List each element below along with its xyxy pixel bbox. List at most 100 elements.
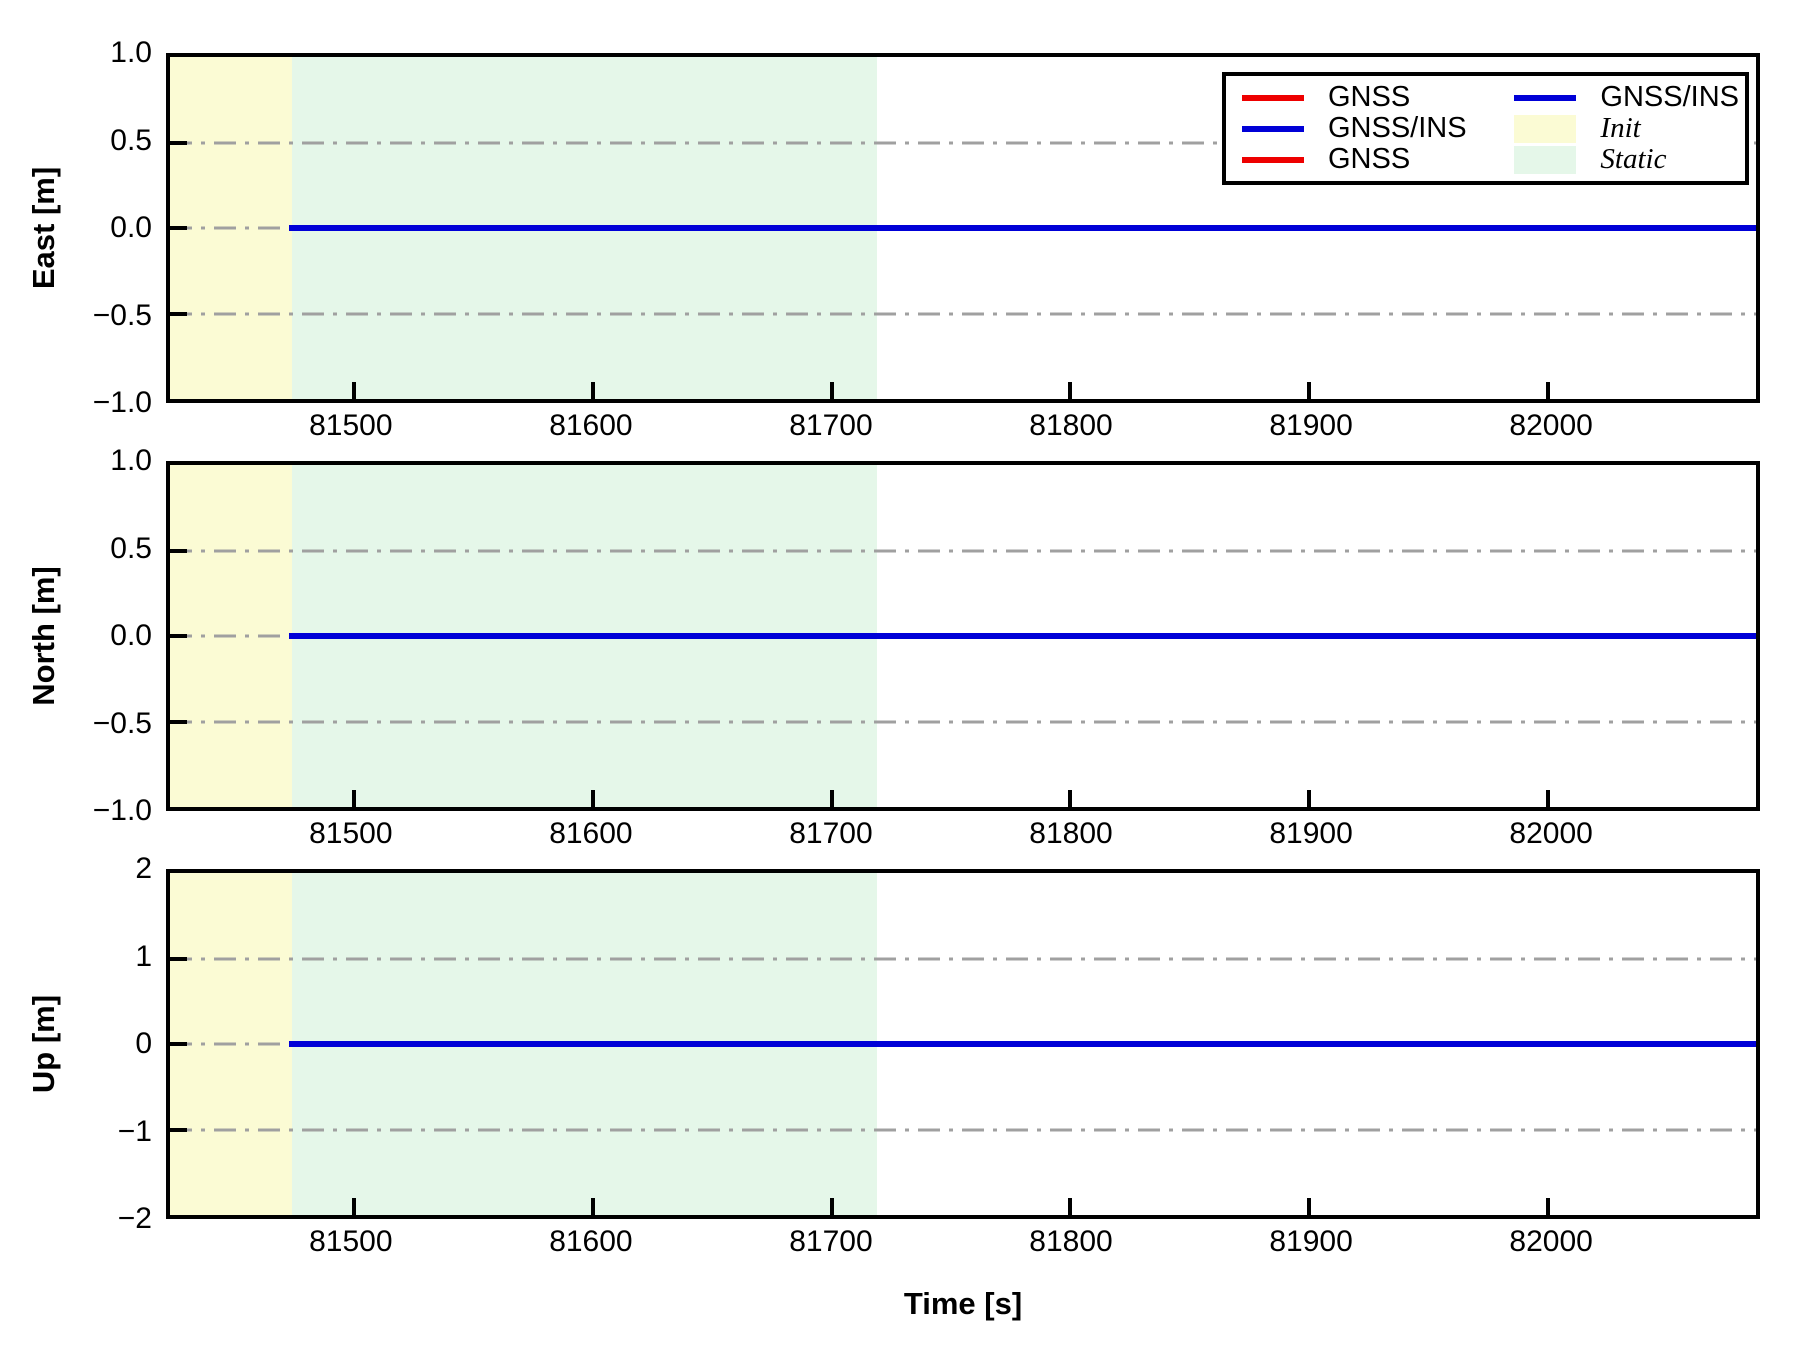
subplot-up: Up [m] 2 1 0 −1 −2 81500 81600 81700 81800 81900… <box>26 854 1760 1257</box>
legend: GNSS GNSS/INS GNSS GNSS/INS <box>1222 72 1749 185</box>
legend-label: GNSS <box>1328 143 1411 175</box>
y-tick-label: 0.5 <box>110 123 152 157</box>
x-tick-label: 81800 <box>1029 817 1113 850</box>
data-line-gnss-ins <box>289 633 1756 639</box>
gridline <box>170 1128 1756 1131</box>
legend-line-swatch <box>1242 156 1304 163</box>
x-tick-mark <box>590 1198 595 1215</box>
data-line-gnss-ins <box>289 1041 1756 1047</box>
y-tick-label: 2 <box>135 852 152 885</box>
x-tick-mark <box>829 1198 834 1215</box>
x-tick-mark <box>1068 790 1073 807</box>
x-tick-mark <box>1546 382 1551 399</box>
legend-label: Init <box>1600 112 1641 144</box>
x-axis-label: Time [s] <box>903 1286 1023 1321</box>
y-tick-label: −2 <box>117 1202 152 1235</box>
x-tick-label: 81900 <box>1269 409 1353 442</box>
y-tick-label: −0.5 <box>92 298 152 332</box>
legend-entry-gnss: GNSS <box>1242 144 1514 175</box>
legend-entry-static: Static <box>1514 144 1739 175</box>
y-tick-mark <box>170 1127 187 1132</box>
legend-entry-gnss-ins: GNSS/INS <box>1514 82 1739 113</box>
y-tick-mark <box>170 1042 187 1046</box>
gridline <box>170 141 1756 144</box>
x-tick-label: 81800 <box>1029 409 1113 442</box>
x-tick-mark <box>1546 790 1551 807</box>
x-tick-mark <box>1307 382 1312 399</box>
y-tick-labels: 1.0 0.5 0.0 −0.5 −1.0 <box>46 446 166 826</box>
y-tick-label: −0.5 <box>92 706 152 740</box>
y-tick-mark <box>170 956 187 961</box>
y-tick-label: −1.0 <box>92 794 152 827</box>
x-tick-label: 81700 <box>789 817 873 850</box>
x-tick-mark <box>1307 790 1312 807</box>
gridline <box>170 957 1756 960</box>
legend-entry-gnss-ins: GNSS/INS <box>1242 113 1514 144</box>
y-tick-label: 0.0 <box>110 211 152 244</box>
legend-patch-swatch <box>1514 114 1577 143</box>
x-tick-label: 81600 <box>549 409 633 442</box>
legend-patch-swatch <box>1514 145 1577 174</box>
x-tick-mark <box>1068 1198 1073 1215</box>
x-tick-mark <box>1307 1198 1312 1215</box>
x-tick-labels: 81500 81600 81700 81800 81900 82000 <box>166 403 1760 447</box>
data-line-gnss-ins <box>289 225 1756 231</box>
y-tick-mark <box>170 719 187 724</box>
x-tick-label: 81800 <box>1029 1225 1113 1258</box>
x-tick-labels: 81500 81600 81700 81800 81900 82000 <box>166 811 1760 855</box>
legend-label: GNSS <box>1328 81 1411 113</box>
subplot-north: North [m] 1.0 0.5 0.0 −0.5 −1.0 81500 81600 81… <box>26 446 1760 849</box>
x-tick-label: 82000 <box>1509 1225 1593 1258</box>
x-tick-mark <box>1068 382 1073 399</box>
legend-label: Static <box>1600 143 1667 175</box>
plot-area-up <box>166 869 1760 1219</box>
x-tick-label: 81500 <box>309 817 393 850</box>
legend-line-swatch <box>1242 125 1304 132</box>
subplot-east: East [m] 1.0 0.5 0.0 −0.5 −1.0 GNSS GNSS/INS <box>26 38 1760 441</box>
y-tick-label: 0 <box>135 1027 152 1060</box>
x-tick-label: 81700 <box>789 409 873 442</box>
y-tick-labels: 2 1 0 −1 −2 <box>46 854 166 1234</box>
legend-label: GNSS/INS <box>1600 81 1739 113</box>
x-tick-mark <box>351 382 356 399</box>
x-tick-label: 81900 <box>1269 817 1353 850</box>
x-tick-mark <box>351 790 356 807</box>
x-tick-mark <box>351 1198 356 1215</box>
legend-entry-init: Init <box>1514 113 1739 144</box>
gridline <box>170 720 1756 723</box>
x-tick-label: 81600 <box>549 1225 633 1258</box>
legend-line-swatch <box>1514 94 1577 101</box>
legend-column-left: GNSS GNSS/INS GNSS <box>1242 82 1514 175</box>
plot-area-north <box>166 461 1760 811</box>
legend-label: GNSS/INS <box>1328 112 1467 144</box>
y-tick-mark <box>170 634 187 638</box>
x-tick-labels: 81500 81600 81700 81800 81900 82000 <box>166 1219 1760 1263</box>
x-tick-label: 81500 <box>309 1225 393 1258</box>
x-tick-label: 81500 <box>309 409 393 442</box>
x-tick-mark <box>1546 1198 1551 1215</box>
y-tick-label: 1.0 <box>110 36 152 69</box>
x-tick-mark <box>590 790 595 807</box>
y-tick-label: −1 <box>117 1114 152 1148</box>
legend-entry-gnss: GNSS <box>1242 82 1514 113</box>
x-tick-label: 82000 <box>1509 409 1593 442</box>
y-tick-mark <box>170 548 187 553</box>
y-tick-mark <box>170 140 187 145</box>
y-tick-label: 0.0 <box>110 619 152 652</box>
gridline <box>170 312 1756 315</box>
x-tick-mark <box>590 382 595 399</box>
x-tick-mark <box>829 382 834 399</box>
y-tick-label: 1 <box>135 939 152 973</box>
y-tick-label: 1.0 <box>110 444 152 477</box>
gridline <box>170 549 1756 552</box>
legend-column-right: GNSS/INS Init Static <box>1514 82 1739 175</box>
x-tick-mark <box>829 790 834 807</box>
legend-line-swatch <box>1242 94 1304 101</box>
x-tick-label: 82000 <box>1509 817 1593 850</box>
plot-area-east: GNSS GNSS/INS GNSS GNSS/INS <box>166 53 1760 403</box>
y-tick-mark <box>170 226 187 230</box>
x-tick-label: 81600 <box>549 817 633 850</box>
x-tick-label: 81900 <box>1269 1225 1353 1258</box>
x-tick-label: 81700 <box>789 1225 873 1258</box>
